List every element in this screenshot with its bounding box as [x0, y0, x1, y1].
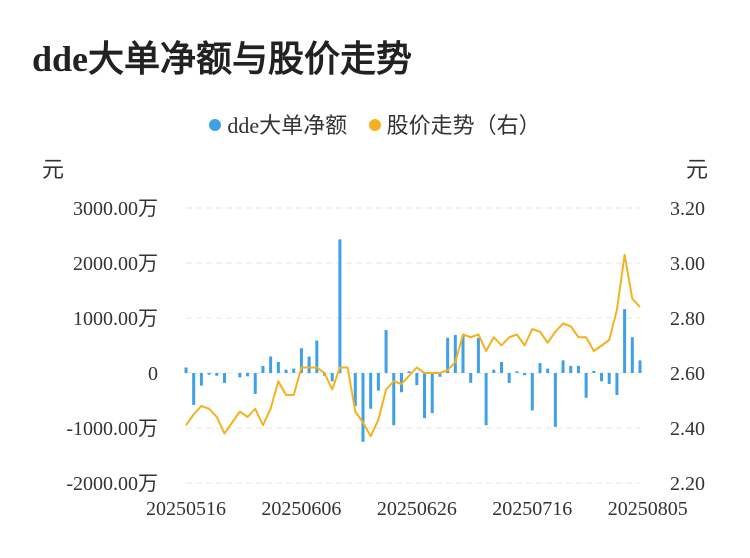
- x-axis-tick-label: 20250805: [608, 498, 688, 520]
- bar: [299, 348, 303, 373]
- right-axis-tick-label: 2.60: [670, 363, 705, 385]
- x-axis-tick-label: 20250716: [492, 498, 572, 520]
- bar: [207, 373, 211, 375]
- bar: [546, 368, 550, 373]
- bar: [222, 373, 226, 383]
- bar: [376, 373, 380, 391]
- x-axis-tick-label: 20250626: [377, 498, 457, 520]
- bar: [630, 337, 634, 373]
- bar: [199, 373, 203, 386]
- legend-label-line: 股价走势（右）: [386, 113, 541, 138]
- bar: [284, 369, 288, 373]
- price-line: [185, 253, 641, 438]
- bar: [361, 373, 365, 442]
- bar: [615, 373, 619, 395]
- bar: [384, 330, 388, 373]
- bar: [246, 373, 250, 377]
- bar: [592, 370, 596, 373]
- right-axis-unit: 元: [686, 157, 708, 182]
- bar: [576, 365, 580, 373]
- legend-dot-bars-icon: [209, 119, 222, 131]
- bar: [469, 373, 473, 383]
- left-axis-tick-label: -1000.00万: [66, 418, 158, 440]
- axis-labels: 元 元 3000.00万 2000.00万 1000.00万 0 -1000.00万 -2…: [42, 157, 708, 520]
- line-series: [185, 253, 641, 438]
- bar: [392, 373, 396, 426]
- bar: [215, 373, 219, 376]
- bar: [269, 356, 273, 373]
- bar: [446, 337, 450, 373]
- bar-series: [184, 239, 642, 442]
- bar: [338, 239, 342, 373]
- left-axis-tick-label: 3000.00万: [73, 198, 158, 220]
- bar: [623, 309, 627, 373]
- bar: [423, 373, 427, 419]
- bar: [192, 373, 196, 405]
- legend-dot-line-icon: [368, 119, 381, 131]
- bar: [484, 373, 488, 426]
- legend-item-bars[interactable]: dde大单净额: [209, 108, 347, 140]
- bar: [530, 373, 534, 411]
- bar: [407, 371, 411, 373]
- right-axis-tick-label: 2.80: [670, 308, 705, 330]
- right-axis-tick-label: 2.20: [670, 473, 705, 495]
- bar: [499, 362, 503, 373]
- right-axis-tick-label: 2.40: [670, 418, 705, 440]
- left-axis-tick-label: 1000.00万: [73, 308, 158, 330]
- left-axis-tick-label: -2000.00万: [66, 473, 158, 495]
- legend-label-bars: dde大单净额: [227, 113, 348, 138]
- bar: [507, 373, 511, 383]
- bar: [253, 373, 257, 394]
- bar: [261, 365, 265, 373]
- bar: [307, 356, 311, 373]
- left-axis-tick-label: 2000.00万: [73, 253, 158, 275]
- x-axis-tick-label: 20250606: [261, 498, 341, 520]
- bar: [453, 335, 457, 373]
- bar: [607, 373, 611, 384]
- bar: [238, 373, 242, 378]
- left-axis-tick-label: 0: [148, 363, 158, 385]
- bar: [638, 360, 642, 373]
- bar: [369, 373, 373, 409]
- page-title: dde大单净额与股价走势: [32, 39, 413, 79]
- bar: [515, 371, 519, 373]
- bar: [584, 373, 588, 398]
- bar: [600, 373, 604, 382]
- bar: [553, 373, 557, 427]
- right-axis-tick-label: 3.20: [670, 198, 705, 220]
- chart-legend: dde大单净额 股价走势（右）: [0, 108, 750, 140]
- right-axis-tick-label: 3.00: [670, 253, 705, 275]
- left-axis-unit: 元: [42, 157, 64, 182]
- bar: [184, 367, 188, 373]
- bar: [276, 362, 280, 373]
- x-axis-tick-label: 20250516: [146, 498, 226, 520]
- bar: [476, 337, 480, 373]
- bar: [523, 373, 527, 376]
- bar: [561, 360, 565, 373]
- bar: [292, 368, 296, 373]
- bar: [353, 373, 357, 406]
- bar: [492, 369, 496, 373]
- legend-item-line[interactable]: 股价走势（右）: [368, 108, 541, 140]
- bar: [538, 363, 542, 373]
- grid-lines: [186, 207, 640, 484]
- bar: [315, 340, 319, 373]
- bar: [330, 373, 334, 382]
- bar: [415, 373, 419, 386]
- bar: [430, 373, 434, 414]
- bar: [438, 373, 442, 377]
- bar: [569, 365, 573, 373]
- bar: [461, 335, 465, 373]
